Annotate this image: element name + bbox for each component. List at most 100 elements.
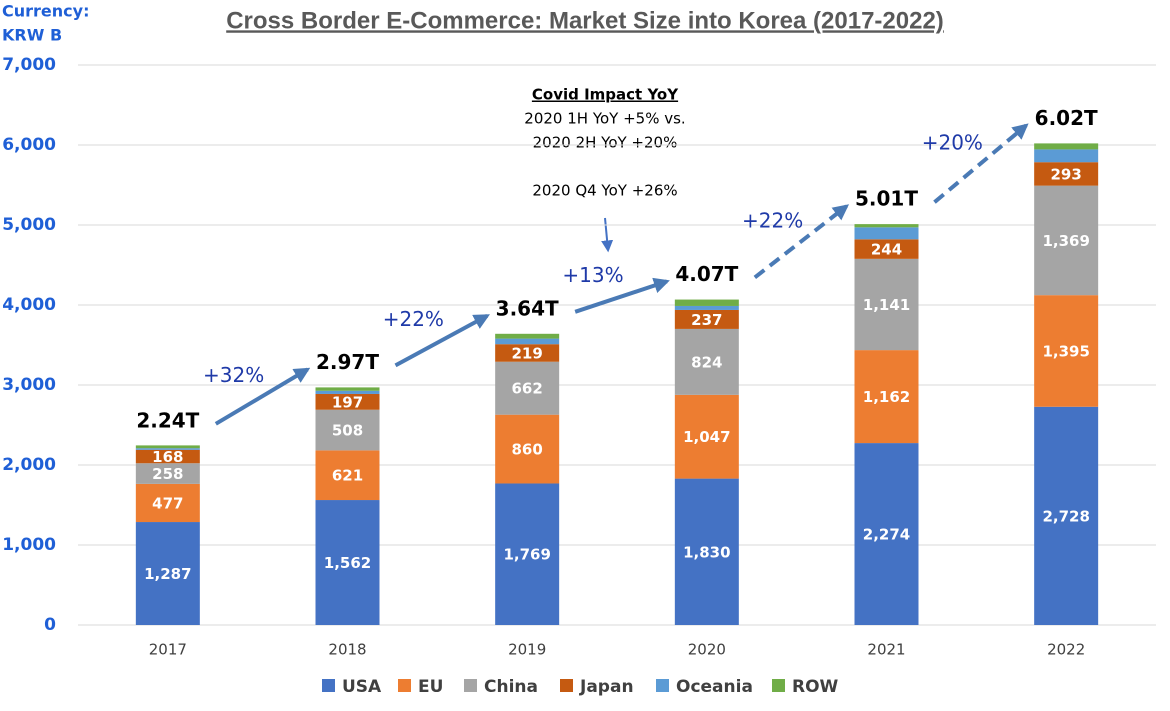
bar-segment (495, 344, 560, 362)
y-axis-label: KRW B (2, 26, 62, 45)
growth-label: +22% (383, 307, 444, 331)
bar-segment (1034, 406, 1099, 625)
bar-segment (674, 305, 739, 310)
data-label: 168 (152, 448, 183, 466)
bar-segment (135, 448, 200, 450)
y-tick-label: 6,000 (2, 135, 56, 155)
y-tick-label: 1,000 (2, 535, 56, 555)
total-label: 2.24T (136, 408, 199, 432)
note-line: 2020 1H YoY +5% vs. (524, 110, 685, 128)
bar-segment (1034, 185, 1099, 296)
bar-segment (1034, 295, 1099, 407)
legend-label: Japan (579, 677, 634, 697)
bar-segment (495, 338, 560, 345)
data-label: 1,562 (324, 554, 371, 572)
bar-segment (315, 450, 380, 501)
growth-label: +22% (742, 208, 803, 232)
data-label: 1,162 (863, 388, 910, 406)
bar-segment (135, 483, 200, 523)
grid (78, 64, 1156, 626)
growth-arrow (574, 277, 670, 314)
bar-segment (135, 445, 200, 449)
data-label: 477 (152, 494, 183, 512)
note-line: 2020 2H YoY +20% (533, 134, 678, 152)
bar-segment (495, 333, 560, 339)
data-label: 258 (152, 465, 183, 483)
legend-label: USA (342, 677, 382, 697)
bar-segment (1034, 143, 1099, 150)
x-tick-label: 2022 (1047, 641, 1085, 659)
legend-label: China (484, 677, 538, 697)
data-label: 2,728 (1042, 507, 1089, 525)
bar-segment (495, 361, 560, 415)
bar-segment (315, 500, 380, 625)
bar-segment (315, 387, 380, 391)
legend-swatch (464, 679, 477, 692)
data-label: 1,830 (683, 543, 730, 561)
data-label: 293 (1051, 165, 1082, 183)
data-label: 219 (512, 344, 543, 362)
data-label: 197 (332, 393, 363, 411)
bar-segment (315, 409, 380, 451)
y-tick-label: 3,000 (2, 375, 56, 395)
note-line: 2020 Q4 YoY +26% (532, 182, 677, 200)
y-tick-label: 2,000 (2, 455, 56, 475)
bar-segment (854, 443, 919, 625)
x-tick-label: 2021 (867, 641, 905, 659)
legend-swatch (322, 679, 335, 692)
data-label: 1,769 (503, 546, 550, 564)
bar-segment (854, 227, 919, 240)
y-tick-label: 0 (44, 615, 56, 635)
bar-segment (1034, 149, 1099, 163)
data-label: 662 (512, 380, 543, 398)
total-label: 3.64T (496, 296, 559, 320)
data-label: 508 (332, 422, 363, 440)
y-tick-label: 4,000 (2, 295, 56, 315)
growth-arrow (933, 123, 1029, 204)
data-label: 1,369 (1042, 232, 1089, 250)
bar-segment (854, 350, 919, 444)
bar-segment (135, 522, 200, 625)
legend-swatch (656, 679, 669, 692)
growth-label: +13% (562, 263, 623, 287)
legend-swatch (398, 679, 411, 692)
y-tick-label: 7,000 (2, 55, 56, 75)
bar-segment (495, 414, 560, 484)
growth-label: +20% (922, 130, 983, 154)
bar-segment (674, 299, 739, 306)
y-tick-label: 5,000 (2, 215, 56, 235)
bar-segment (135, 463, 200, 484)
bar-segment (495, 483, 560, 625)
bar-segment (854, 258, 919, 351)
growth-label: +32% (203, 363, 264, 387)
legend-label: EU (418, 677, 443, 697)
data-label: 824 (691, 353, 722, 371)
chart-title: Cross Border E-Commerce: Market Size int… (226, 7, 944, 34)
bar-segment (854, 224, 919, 228)
note-arrow (601, 217, 614, 253)
bar-segment (1034, 162, 1099, 186)
data-label: 1,287 (144, 565, 191, 583)
total-label: 5.01T (855, 187, 918, 211)
bar-segment (674, 309, 739, 329)
data-label: 860 (512, 441, 543, 459)
data-label: 2,274 (863, 526, 910, 544)
bar-segment (674, 328, 739, 395)
total-label: 6.02T (1035, 106, 1098, 130)
legend-swatch (560, 679, 573, 692)
total-label: 4.07T (675, 262, 738, 286)
bar-segment (315, 393, 380, 410)
data-label: 237 (691, 311, 722, 329)
data-label: 621 (332, 467, 363, 485)
note-title: Covid Impact YoY (532, 86, 679, 104)
legend-label: ROW (792, 677, 839, 697)
data-label: 244 (871, 241, 902, 259)
x-tick-label: 2019 (508, 641, 546, 659)
y-axis-label: Currency: (2, 2, 89, 21)
x-tick-label: 2017 (149, 641, 187, 659)
bar-segment (315, 390, 380, 394)
data-label: 1,395 (1042, 342, 1089, 360)
bar-segment (674, 394, 739, 479)
total-label: 2.97T (316, 350, 379, 374)
